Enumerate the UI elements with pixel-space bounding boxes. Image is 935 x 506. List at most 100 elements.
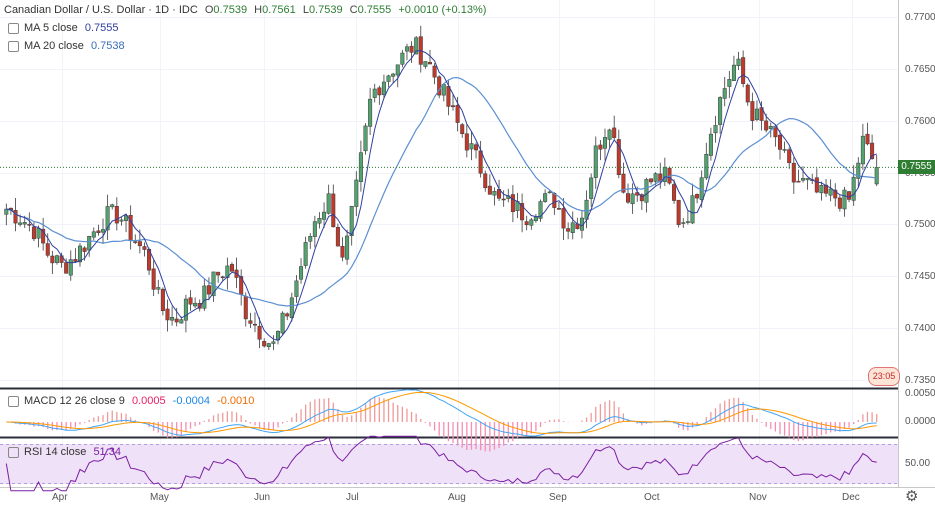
- candle-body: [262, 341, 267, 347]
- candle-body: [598, 144, 603, 150]
- ma5-legend[interactable]: MA 5 close 0.7555: [24, 21, 119, 35]
- candle-body: [64, 262, 69, 274]
- candle-body: [718, 97, 723, 125]
- macd-visibility-icon[interactable]: [8, 396, 19, 407]
- candle-body: [432, 65, 437, 78]
- time-tick-label: Apr: [52, 492, 68, 503]
- candle-body: [91, 231, 96, 238]
- candle-body: [460, 124, 465, 135]
- candle-body: [193, 302, 198, 307]
- time-tick-label: Jun: [254, 492, 271, 503]
- time-tick-label: Sep: [549, 492, 567, 503]
- candle-body: [395, 64, 400, 76]
- rsi-series: [5, 435, 877, 492]
- time-tick-label: Aug: [448, 492, 466, 503]
- candle-body: [174, 318, 179, 323]
- candle-body: [312, 221, 317, 237]
- close-value: 0.7555: [357, 4, 392, 16]
- candle-body: [294, 280, 299, 297]
- macd-line: [6, 389, 877, 437]
- macd-legend[interactable]: MACD 12 26 close 9 0.0005 -0.0004 -0.001…: [24, 394, 254, 408]
- open-label: O: [204, 4, 214, 16]
- current-price-badge: 0.7555: [898, 160, 935, 174]
- candle-body: [331, 193, 336, 228]
- candle-body: [197, 303, 202, 309]
- candle-body: [391, 73, 396, 77]
- candle-body: [96, 230, 101, 234]
- price-tick-label: 0.7450: [905, 270, 935, 282]
- candle-body: [335, 226, 340, 247]
- candle-body: [317, 218, 322, 224]
- candle-body: [73, 259, 78, 262]
- candle-body: [437, 76, 442, 96]
- candle-body: [865, 133, 870, 145]
- candle-body: [593, 145, 598, 178]
- macd-signal-line: [6, 391, 877, 434]
- candle-body: [874, 167, 879, 185]
- candle-body: [54, 255, 59, 263]
- macd-hist-value: 0.0005: [131, 395, 166, 407]
- candle-body: [68, 259, 73, 276]
- candle-body: [474, 144, 479, 151]
- candle-body: [446, 86, 451, 107]
- rsi-line: [5, 435, 877, 492]
- candle-body: [36, 228, 41, 239]
- time-tick-label: Nov: [749, 492, 767, 503]
- candle-body: [750, 101, 755, 121]
- candle-body: [538, 201, 543, 219]
- candle-body: [409, 45, 414, 53]
- candle-body: [690, 195, 695, 224]
- ma20-value: 0.7538: [90, 40, 125, 52]
- high-value: 0.7561: [262, 4, 296, 16]
- candle-body: [529, 219, 534, 226]
- rsi-value: 51.34: [93, 446, 121, 458]
- high-label: H: [254, 4, 263, 16]
- candle-body: [179, 319, 184, 324]
- candle-body: [151, 268, 156, 290]
- countdown-badge[interactable]: 23:05: [868, 367, 900, 386]
- candle-body: [363, 125, 368, 152]
- candle-body: [745, 84, 750, 103]
- candle-body: [220, 276, 225, 278]
- ma20-visibility-icon[interactable]: [8, 41, 19, 52]
- candle-body: [188, 297, 193, 305]
- candle-body: [630, 193, 635, 205]
- candle-body: [386, 75, 391, 82]
- candle-body: [699, 177, 704, 200]
- gear-icon[interactable]: ⚙: [905, 488, 919, 505]
- ma20-legend[interactable]: MA 20 close 0.7538: [24, 39, 125, 53]
- candle-body: [400, 52, 405, 65]
- candle-body: [114, 206, 119, 224]
- candle-body: [289, 297, 294, 318]
- candle-body: [556, 208, 561, 210]
- candle-body: [828, 188, 833, 196]
- candle-body: [708, 133, 713, 156]
- candle-body: [856, 162, 861, 179]
- candle-body: [243, 295, 248, 320]
- rsi-visibility-icon[interactable]: [8, 447, 19, 458]
- candle-body: [704, 153, 709, 179]
- symbol-title[interactable]: Canadian Dollar / U.S. Dollar · 1D · IDC…: [4, 3, 486, 17]
- candle-body: [119, 219, 124, 222]
- symbol-name: Canadian Dollar / U.S. Dollar · 1D · IDC: [4, 4, 198, 16]
- candle-body: [216, 271, 221, 276]
- ma20-line: [6, 76, 877, 307]
- macd-tick-label: 0.0050: [905, 388, 935, 399]
- candle-body: [156, 287, 161, 290]
- rsi-tick-label: 50.00: [905, 458, 931, 469]
- candle-body: [451, 105, 456, 108]
- rsi-legend[interactable]: RSI 14 close 51.34: [24, 445, 121, 459]
- candle-body: [653, 173, 658, 182]
- candle-body: [801, 178, 806, 181]
- candle-body: [851, 176, 856, 201]
- candle-body: [414, 37, 419, 55]
- ma5-visibility-icon[interactable]: [8, 23, 19, 34]
- candle-body: [404, 46, 409, 52]
- candle-body: [533, 216, 538, 221]
- rsi-band: [0, 444, 898, 484]
- candle-body: [110, 204, 115, 208]
- candle-body: [469, 143, 474, 150]
- ma20-label: MA 20 close: [24, 40, 84, 52]
- candle-body: [736, 58, 741, 66]
